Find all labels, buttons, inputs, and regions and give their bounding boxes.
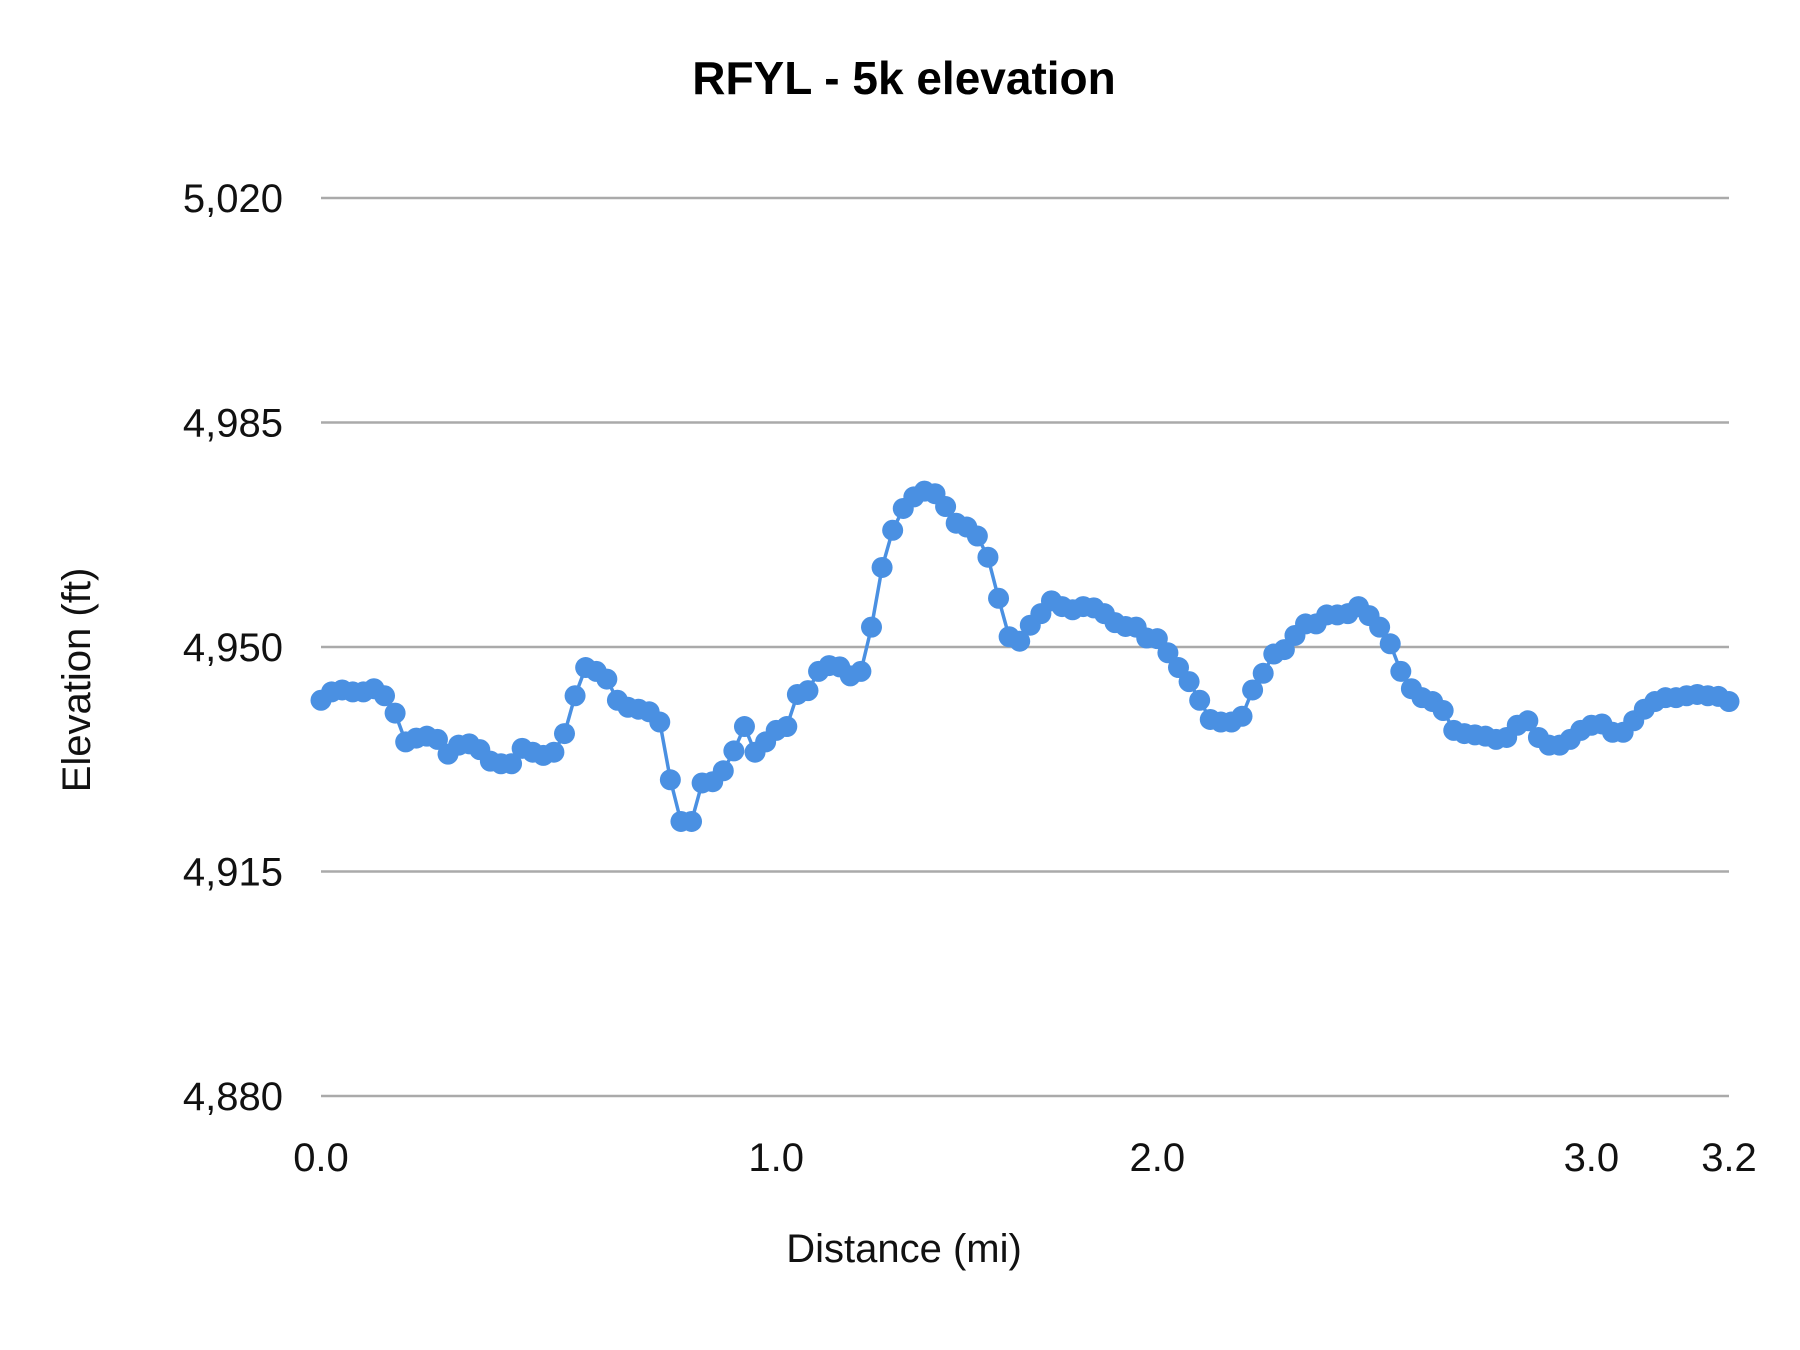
data-point — [681, 810, 703, 832]
y-tick-label: 5,020 — [183, 177, 283, 221]
data-point — [1369, 616, 1391, 638]
series-elevation — [310, 480, 1740, 832]
y-tick-label: 4,880 — [183, 1075, 283, 1119]
x-tick-labels: 0.0 1.0 2.0 3.0 3.2 — [293, 1136, 1757, 1180]
y-tick-label: 4,985 — [183, 402, 283, 446]
data-point — [1390, 660, 1412, 682]
data-point — [1231, 705, 1253, 727]
data-point — [797, 680, 819, 702]
data-point — [1157, 642, 1179, 664]
data-point — [501, 753, 523, 775]
data-point — [776, 716, 798, 738]
x-tick-label: 0.0 — [293, 1136, 349, 1180]
data-point — [384, 702, 406, 724]
y-tick-labels: 4,880 4,915 4,950 4,985 5,020 — [183, 177, 283, 1119]
data-point — [553, 723, 575, 745]
data-point — [723, 740, 745, 762]
data-point — [596, 668, 618, 690]
data-point — [988, 587, 1010, 609]
data-point — [882, 519, 904, 541]
data-point — [935, 496, 957, 518]
data-point — [1432, 700, 1454, 722]
data-point — [1178, 671, 1200, 693]
data-point — [1242, 679, 1264, 701]
data-point — [1517, 710, 1539, 732]
x-tick-label: 3.2 — [1701, 1136, 1757, 1180]
x-tick-label: 3.0 — [1564, 1136, 1620, 1180]
y-axis-label: Elevation (ft) — [55, 568, 99, 793]
x-tick-label: 1.0 — [748, 1136, 804, 1180]
data-point — [659, 769, 681, 791]
data-point — [564, 685, 586, 707]
data-point — [860, 616, 882, 638]
data-point — [1379, 633, 1401, 655]
series-line — [319, 489, 1730, 824]
data-point — [733, 716, 755, 738]
data-point — [426, 728, 448, 750]
data-point — [850, 660, 872, 682]
x-tick-label: 2.0 — [1130, 1136, 1186, 1180]
data-point — [543, 741, 565, 763]
y-tick-label: 4,950 — [183, 626, 283, 670]
data-point — [712, 760, 734, 782]
y-tick-label: 4,915 — [183, 851, 283, 895]
data-point — [374, 685, 396, 707]
data-point — [977, 546, 999, 568]
data-point — [649, 711, 671, 733]
data-point — [871, 556, 893, 578]
data-point — [966, 525, 988, 547]
data-point — [1189, 689, 1211, 711]
data-point — [1009, 630, 1031, 652]
data-point — [1718, 691, 1740, 713]
x-axis-label: Distance (mi) — [786, 1227, 1022, 1271]
data-point — [1252, 662, 1274, 684]
chart-title: RFYL - 5k elevation — [692, 52, 1116, 104]
